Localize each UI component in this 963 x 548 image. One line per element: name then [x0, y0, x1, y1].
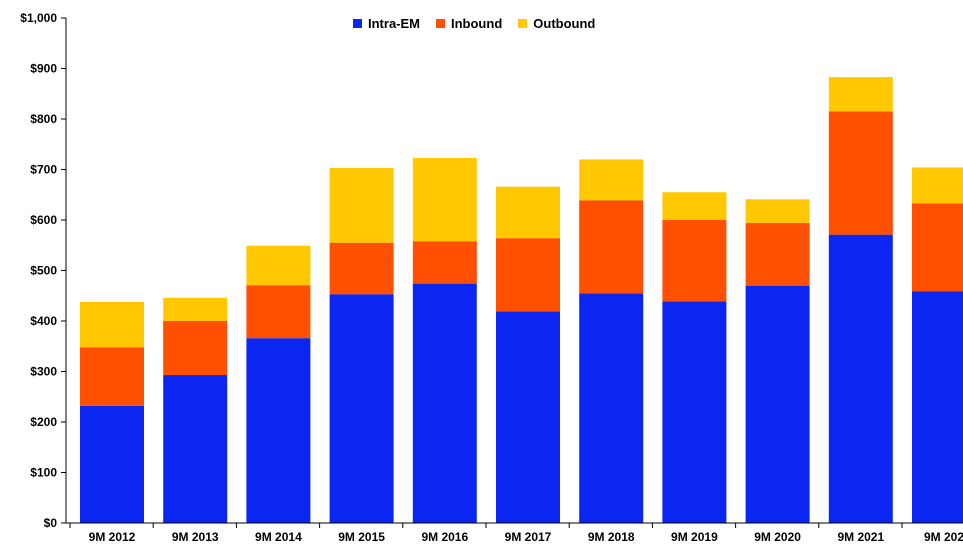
x-tick-label-7: 9M 2018	[588, 530, 635, 544]
x-tick-label-11: 9M 202	[924, 530, 963, 544]
bar-inbound-6	[496, 238, 560, 312]
bar-inbound-8	[662, 220, 727, 302]
bar-intra-em-9	[745, 285, 810, 523]
legend-swatch-inbound	[436, 19, 445, 28]
legend-item-inbound: Inbound	[436, 16, 502, 31]
bar-inbound-9	[745, 223, 810, 286]
x-tick-label-6: 9M 2017	[505, 530, 552, 544]
bar-outbound-6	[496, 186, 560, 239]
chart-legend: Intra-EM Inbound Outbound	[353, 16, 595, 31]
x-tick-label-8: 9M 2019	[671, 530, 718, 544]
bar-intra-em-10	[828, 234, 893, 523]
x-tick-label-2: 9M 2013	[172, 530, 219, 544]
bar-inbound-5	[412, 241, 477, 284]
y-tick-label-9: $900	[30, 62, 57, 76]
x-tick-label-10: 9M 2021	[837, 530, 884, 544]
y-tick-label-2: $200	[30, 415, 57, 429]
y-tick-label-1: $100	[30, 466, 57, 480]
x-tick-label-3: 9M 2014	[255, 530, 302, 544]
bar-outbound-7	[579, 159, 644, 201]
y-tick-label-10: $1,000	[20, 11, 57, 25]
y-tick-label-8: $800	[30, 112, 57, 126]
bar-intra-em-3	[246, 338, 311, 523]
bar-outbound-4	[329, 167, 394, 243]
x-tick-label-1: 9M 2012	[89, 530, 136, 544]
bar-outbound-2	[163, 297, 228, 321]
bar-outbound-9	[745, 199, 810, 224]
bar-outbound-8	[662, 192, 727, 220]
y-tick-label-0: $0	[44, 516, 58, 530]
bar-outbound-3	[246, 245, 311, 286]
legend-swatch-intra-em	[353, 19, 362, 28]
y-tick-label-3: $300	[30, 365, 57, 379]
bar-intra-em-4	[329, 294, 394, 523]
bar-intra-em-1	[80, 405, 144, 523]
x-tick-label-4: 9M 2015	[338, 530, 385, 544]
legend-label-inbound: Inbound	[451, 16, 503, 31]
bar-intra-em-5	[412, 283, 477, 523]
x-tick-label-9: 9M 2020	[754, 530, 801, 544]
bar-outbound-1	[80, 301, 144, 348]
bar-outbound-5	[412, 157, 477, 242]
bar-intra-em-7	[579, 293, 644, 523]
bar-inbound-1	[80, 347, 144, 406]
bar-inbound-2	[163, 321, 228, 376]
bar-inbound-4	[329, 242, 394, 295]
bar-inbound-3	[246, 285, 311, 339]
legend-item-intra-em: Intra-EM	[353, 16, 420, 31]
y-tick-label-5: $500	[30, 264, 57, 278]
y-tick-label-4: $400	[30, 314, 57, 328]
legend-swatch-outbound	[518, 19, 528, 28]
bar-inbound-11	[912, 203, 963, 292]
legend-label-outbound: Outbound	[533, 16, 596, 31]
bar-outbound-11	[912, 167, 963, 204]
bar-intra-em-2	[163, 375, 228, 523]
legend-label-intra-em: Intra-EM	[368, 16, 420, 31]
legend-item-outbound: Outbound	[518, 16, 595, 31]
bar-inbound-10	[828, 111, 893, 235]
y-tick-label-7: $700	[30, 163, 57, 177]
x-tick-label-5: 9M 2016	[421, 530, 468, 544]
bar-intra-em-6	[496, 311, 560, 523]
bar-outbound-10	[828, 77, 893, 112]
bar-intra-em-8	[662, 301, 727, 523]
bar-inbound-7	[579, 200, 644, 294]
y-tick-label-6: $600	[30, 213, 57, 227]
bar-intra-em-11	[912, 291, 963, 523]
